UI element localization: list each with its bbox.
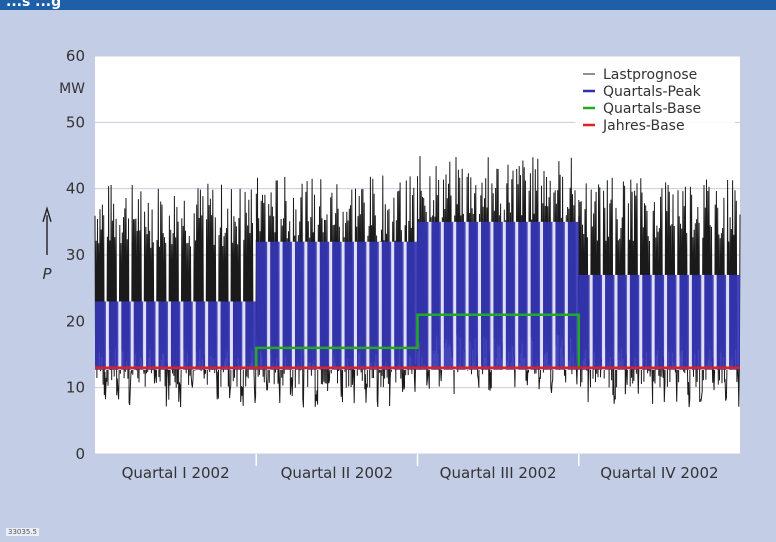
weekend-gap [180, 301, 184, 370]
weekend-gap [242, 301, 246, 370]
weekend-gap [639, 274, 643, 370]
quartals-base-line [95, 313, 740, 370]
weekend-gap [688, 274, 692, 370]
legend-label-4: Jahres-Base [602, 118, 685, 134]
weekend-gap [564, 221, 568, 370]
weekend-gap [366, 241, 370, 370]
y-tick-label-50: 50 [66, 113, 85, 131]
weekend-gap [341, 241, 345, 370]
y-tick-label-60: 60 [66, 47, 85, 65]
weekend-gap [217, 301, 221, 370]
legend-label-1: Lastprognose [603, 67, 697, 83]
weekend-gap [602, 274, 606, 370]
x-category-label-q4: Quartal IV 2002 [600, 464, 718, 482]
weekend-gap [316, 241, 320, 370]
y-tick-label-0: 0 [75, 445, 85, 463]
weekend-gap [589, 274, 593, 370]
weekend-gap [391, 241, 395, 370]
y-axis-arrowhead [42, 206, 52, 223]
weekend-gap [118, 301, 122, 370]
title-fragment: ...s ...g [6, 0, 62, 10]
weekend-gap [353, 241, 357, 370]
quartals-peak-block-q4 [578, 274, 740, 370]
weekend-gap [540, 221, 544, 370]
weekend-gap [726, 274, 730, 370]
weekend-gap [229, 301, 233, 370]
weekend-gap [701, 274, 705, 370]
x-category-label-q1: Quartal I 2002 [122, 464, 230, 482]
y-unit-label: MW [59, 81, 85, 97]
weekend-gap [192, 301, 196, 370]
weekend-gap [130, 301, 134, 370]
y-tick-label-20: 20 [66, 312, 85, 330]
weekend-gap [329, 241, 333, 370]
weekend-gap [515, 221, 519, 370]
y-tick-label-40: 40 [66, 180, 85, 198]
weekend-gap [478, 221, 482, 370]
y-axis-label: P [42, 265, 52, 283]
title-bar: ...s ...g [0, 0, 776, 10]
weekend-gap [428, 221, 432, 370]
weekend-gap [527, 221, 531, 370]
y-tick-label-30: 30 [66, 246, 85, 264]
weekend-gap [465, 221, 469, 370]
weekend-gap [304, 241, 308, 370]
weekend-gap [626, 274, 630, 370]
legend-box [575, 62, 735, 138]
weekend-gap [664, 274, 668, 370]
weekend-gap [167, 301, 171, 370]
weekend-gap [205, 301, 209, 370]
weekend-gap [453, 221, 457, 370]
weekend-gap [713, 274, 717, 370]
x-category-label-q2: Quartal II 2002 [281, 464, 393, 482]
weekend-gap [614, 274, 618, 370]
legend-label-2: Quartals-Peak [603, 84, 702, 100]
x-category-label-q3: Quartal III 2002 [440, 464, 557, 482]
weekend-gap [378, 241, 382, 370]
weekend-gap [155, 301, 159, 370]
weekend-gap [143, 301, 147, 370]
weekend-gap [440, 221, 444, 370]
y-tick-label-10: 10 [66, 379, 85, 397]
quartals-peak-block-q3 [417, 221, 579, 370]
weekend-gap [105, 301, 109, 370]
weekend-gap [676, 274, 680, 370]
weekend-gap [279, 241, 283, 370]
weekend-gap [552, 221, 556, 370]
quartals-peak-block-q1 [95, 301, 257, 370]
weekend-gap [403, 241, 407, 370]
weekend-gap [267, 241, 271, 370]
weekend-gap [490, 221, 494, 370]
legend-label-3: Quartals-Base [603, 101, 701, 117]
figure-code: 33035.5 [6, 528, 39, 536]
weekend-gap [651, 274, 655, 370]
weekend-gap [502, 221, 506, 370]
weekend-gap [291, 241, 295, 370]
